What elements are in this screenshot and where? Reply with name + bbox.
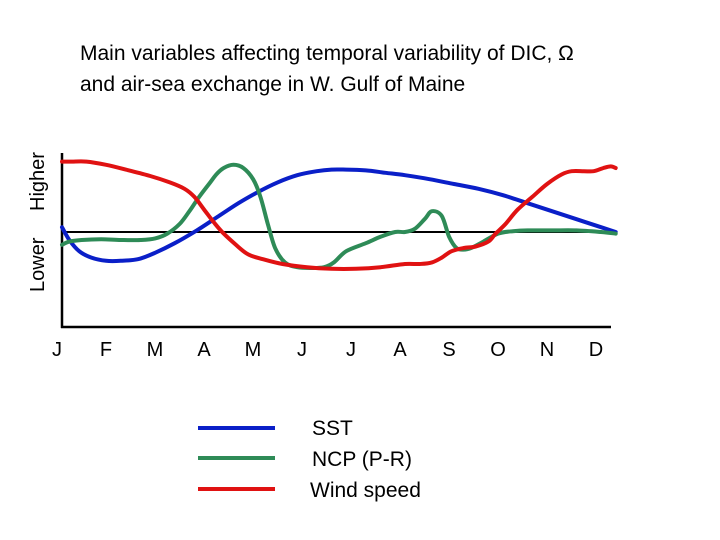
x-tick-label: A [393,339,407,361]
x-tick-label: M [147,339,164,361]
x-tick-label: A [197,339,211,361]
legend-label-ncp: NCP (P-R) [312,448,412,471]
y-axis-label-high: Higher [27,152,49,211]
legend: SST NCP (P-R) Wind speed [198,417,421,502]
series-lines [60,159,618,272]
series-line-ncp [60,162,618,271]
series-line-sst [60,167,618,264]
x-tick-label: J [346,339,356,361]
y-axis-label-low: Lower [27,237,49,292]
x-tick-label: J [52,339,62,361]
legend-label-wind: Wind speed [310,479,421,502]
x-tick-label: J [297,339,307,361]
x-tick-label: N [540,339,554,361]
chart-title-line-1: Main variables affecting temporal variab… [80,42,574,65]
x-tick-label: F [100,339,112,361]
chart-title-line-2: and air-sea exchange in W. Gulf of Maine [80,73,465,96]
x-tick-label: O [490,339,506,361]
series-line-wind [60,159,618,272]
x-tick-label: M [245,339,262,361]
x-tick-label: D [589,339,603,361]
x-tick-label: S [442,339,455,361]
legend-label-sst: SST [312,417,353,440]
